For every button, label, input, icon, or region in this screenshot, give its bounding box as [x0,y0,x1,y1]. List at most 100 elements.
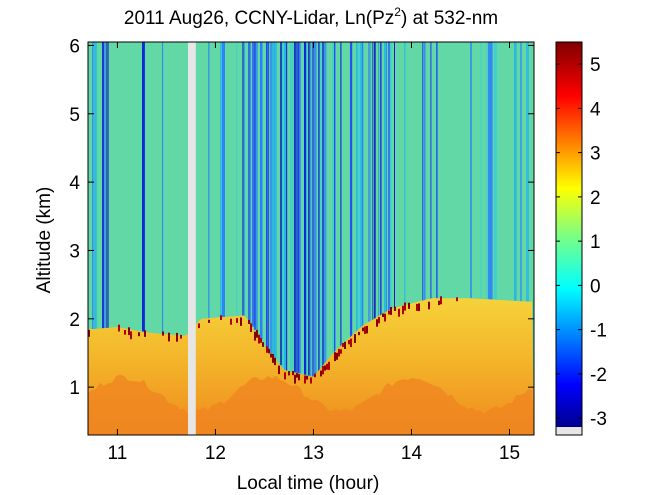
colorbar: -3 -2 -1 0 1 2 3 4 5 [555,41,607,436]
cloud-base-mark [298,374,300,381]
signal-column [274,42,277,358]
signal-column [390,42,392,310]
signal-column [430,42,432,299]
cloud-base-mark [168,332,170,342]
signal-column [266,42,268,349]
cloud-base-mark [342,343,344,347]
signal-column [280,42,283,366]
y-tick-label: 5 [69,105,80,126]
cloud-base-mark [278,365,280,375]
cloud-base-mark [390,307,392,315]
signal-columns [92,42,529,377]
colorbar-missing-swatch [556,427,582,435]
cloud-base-mark [268,348,270,354]
cloud-base-mark [130,331,132,340]
signal-column [260,42,263,340]
signal-column [270,42,273,353]
cloud-base-mark [270,353,272,358]
y-axis: 1 2 3 4 5 6 [69,36,534,399]
signal-column [332,42,335,355]
signal-column [256,42,258,333]
cloud-base-mark [394,306,396,311]
cloud-base-mark [88,329,90,337]
colorbar-tick-label: 4 [590,99,601,120]
signal-column [378,42,380,317]
cloud-base-mark [294,374,296,384]
chart-title: 2011 Aug26, CCNY-Lidar, Ln(Pz2) at 532-n… [124,5,498,29]
signal-column [520,42,522,302]
cloud-base-mark [208,319,210,323]
signal-column [298,42,300,374]
signal-column [254,42,257,330]
cloud-base-mark [262,342,264,347]
signal-column [334,42,336,353]
signal-column [384,42,387,314]
cloud-base-mark [328,361,330,370]
plot-area [88,42,534,435]
signal-column [106,42,109,328]
y-tick-label: 2 [69,310,80,331]
signal-column [388,42,391,311]
cloud-base-mark [272,354,274,363]
cloud-base-mark [176,332,178,342]
cloud-base-mark [348,340,350,345]
signal-column [290,42,293,372]
cloud-base-mark [362,327,364,332]
signal-column [324,42,327,364]
cloud-base-mark [428,301,430,310]
cloud-base-mark [162,331,164,336]
cloud-base-mark [118,324,120,332]
signal-column [358,42,360,330]
signal-column [300,42,302,374]
signal-column [422,42,424,301]
signal-column [208,42,210,319]
signal-column [312,42,314,377]
cloud-base-mark [256,330,258,338]
signal-column [272,42,275,356]
cloud-base-mark [258,334,260,344]
plot-frame [87,41,535,436]
y-axis-label: Altitude (km) [34,187,55,294]
cloud-base-mark [260,338,262,343]
signal-column [236,42,238,317]
signal-column [252,42,255,327]
signal-column [436,42,438,299]
signal-column [282,42,285,368]
cloud-base-mark [418,303,420,312]
signal-column [490,42,493,300]
cloud-base-mark [314,373,316,378]
cloud-base-mark [378,317,380,324]
signal-column [368,42,371,323]
signal-column [320,42,322,369]
signal-column [220,42,222,318]
signal-column [322,42,325,367]
signal-column [92,42,94,330]
signal-column [350,42,353,338]
signal-column [494,42,497,300]
missing-data-gap [188,42,196,435]
cloud-base-mark [322,366,324,375]
signal-column [304,42,307,375]
x-tick-label: 13 [303,443,324,464]
colorbar-tick-label: 5 [590,55,601,76]
cloud-base-mark [340,349,342,354]
signal-column [480,42,482,299]
cloud-base-mark [388,310,390,315]
x-axis: 11 12 13 14 15 [108,42,520,464]
signal-column [310,42,312,377]
cloud-base-mark [364,326,366,334]
signal-column [286,42,288,371]
cloud-base-mark [236,318,238,323]
cloud-base-mark [398,308,400,317]
signal-column [102,42,104,329]
signal-column [162,42,164,334]
signal-column [356,42,358,332]
signal-column [242,42,245,316]
cloud-base-mark [334,352,336,362]
cloud-base-mark [254,331,256,341]
signal-column [142,42,145,332]
cloud-base-mark [456,297,458,302]
colorbar-tick-label: 0 [590,276,601,297]
signal-column [380,42,382,316]
